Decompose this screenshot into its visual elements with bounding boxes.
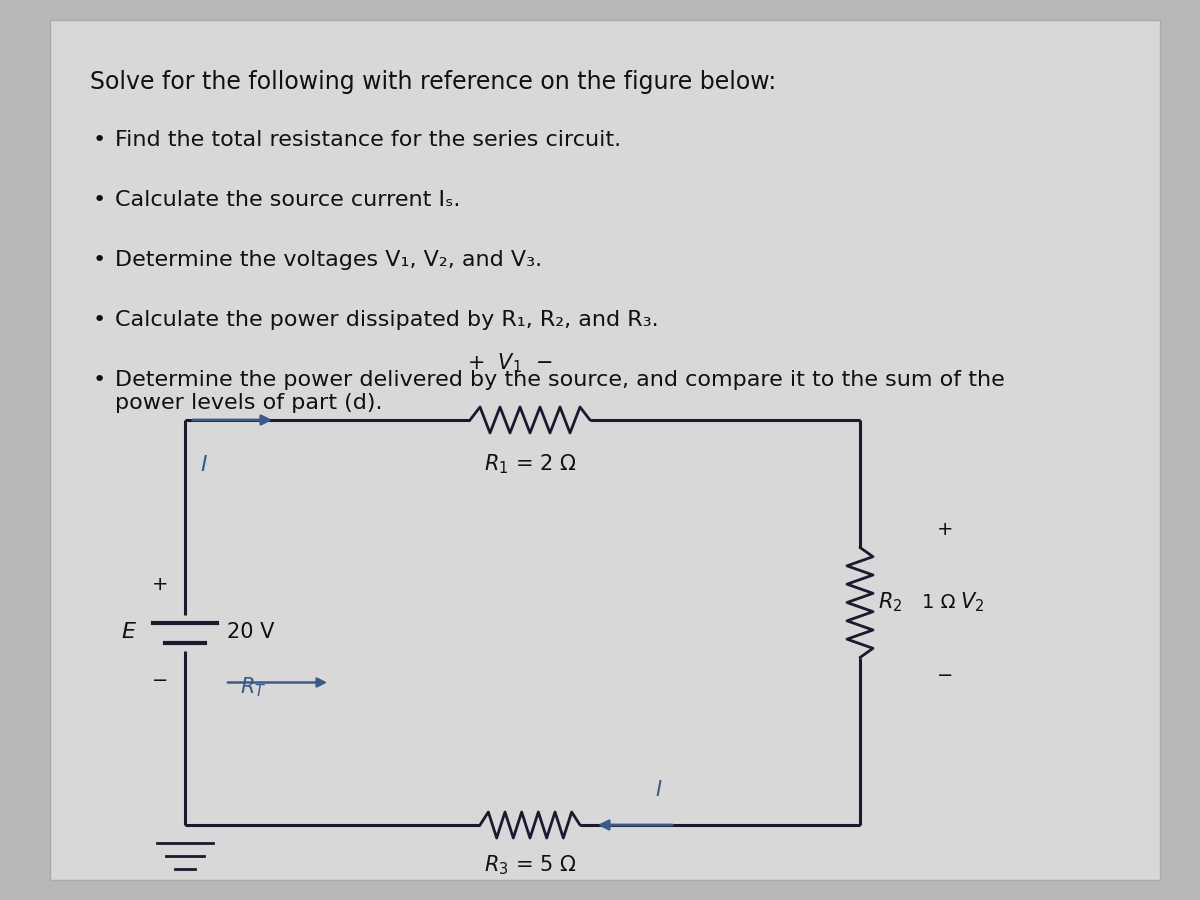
Text: −: −	[937, 666, 953, 685]
Text: •: •	[94, 250, 107, 270]
Text: Calculate the power dissipated by R₁, R₂, and R₃.: Calculate the power dissipated by R₁, R₂…	[115, 310, 659, 330]
Text: Determine the voltages V₁, V₂, and V₃.: Determine the voltages V₁, V₂, and V₃.	[115, 250, 542, 270]
Text: •: •	[94, 310, 107, 330]
Text: Solve for the following with reference on the figure below:: Solve for the following with reference o…	[90, 70, 776, 94]
Text: •: •	[94, 370, 107, 390]
Text: +: +	[937, 520, 953, 539]
Text: E: E	[121, 623, 134, 643]
Text: $R_1$ = 2 Ω: $R_1$ = 2 Ω	[484, 452, 576, 475]
Text: +  $V_1$  −: + $V_1$ −	[467, 351, 553, 375]
Text: I: I	[200, 455, 206, 475]
Text: I: I	[655, 780, 661, 800]
Text: $R_2$: $R_2$	[878, 590, 902, 615]
Text: •: •	[94, 130, 107, 150]
Text: 20 V: 20 V	[227, 623, 275, 643]
FancyBboxPatch shape	[50, 20, 1160, 880]
Text: +: +	[151, 575, 168, 594]
Text: $R_3$ = 5 Ω: $R_3$ = 5 Ω	[484, 853, 576, 877]
Text: Find the total resistance for the series circuit.: Find the total resistance for the series…	[115, 130, 622, 150]
Text: 1 Ω: 1 Ω	[922, 593, 955, 612]
Text: Calculate the source current Iₛ.: Calculate the source current Iₛ.	[115, 190, 461, 210]
Text: −: −	[152, 671, 168, 690]
Text: Determine the power delivered by the source, and compare it to the sum of the
po: Determine the power delivered by the sou…	[115, 370, 1004, 413]
Text: $V_2$: $V_2$	[960, 590, 984, 615]
Text: $R_T$: $R_T$	[240, 676, 266, 699]
Text: •: •	[94, 190, 107, 210]
